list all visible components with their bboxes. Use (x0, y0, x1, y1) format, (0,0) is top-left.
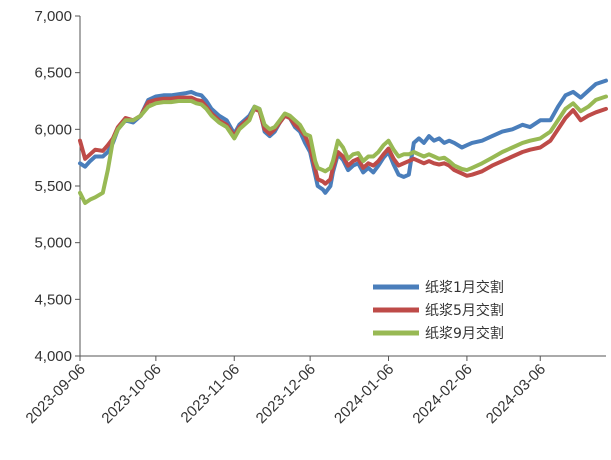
series-line-2 (78, 95, 608, 186)
y-axis-ticks: 4,000 4,500 5,000 5,500 6,000 6,500 7,000 (34, 8, 80, 365)
y-tick-label: 5,500 (34, 178, 72, 195)
y-tick-label: 4,500 (34, 291, 72, 308)
series-lines (78, 78, 608, 205)
y-tick-label: 6,500 (34, 65, 72, 82)
series-line-1 (78, 78, 608, 195)
y-tick-label: 6,000 (34, 121, 72, 138)
axes (79, 16, 606, 357)
series-line-3 (78, 94, 608, 205)
x-axis-ticks: 2023-09-06 2023-10-06 2023-11-06 2023-12-06… (23, 356, 549, 427)
x-tick-label: 2023-11-06 (178, 361, 243, 426)
y-tick-label: 7,000 (34, 8, 72, 25)
x-tick-label: 2024-03-06 (483, 361, 549, 427)
x-tick-label: 2023-12-06 (253, 361, 319, 427)
x-tick-label: 2024-01-06 (331, 361, 397, 427)
y-tick-label: 4,000 (34, 348, 72, 365)
x-tick-label: 2023-09-06 (23, 361, 89, 427)
legend-label: 纸浆1月交割 (425, 279, 504, 296)
x-tick-label: 2023-10-06 (98, 361, 164, 427)
legend-label: 纸浆5月交割 (425, 302, 504, 319)
legend-label: 纸浆9月交割 (425, 325, 504, 342)
y-tick-label: 5,000 (34, 235, 72, 252)
x-tick-label: 2024-02-06 (409, 361, 475, 427)
